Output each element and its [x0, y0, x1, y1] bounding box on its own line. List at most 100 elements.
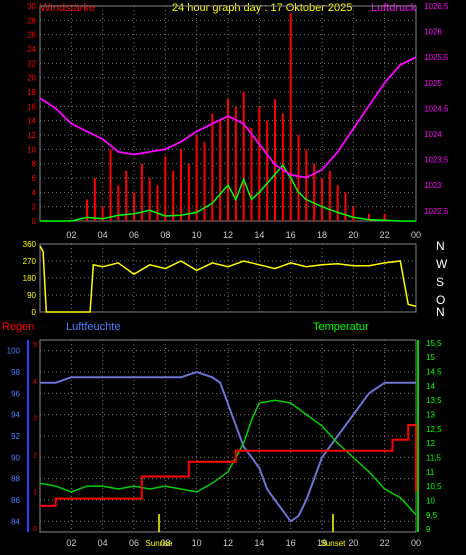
compass-labels: N W S O N	[436, 239, 448, 319]
regen-label: Regen	[2, 321, 34, 333]
y-tick-label: 90	[27, 291, 36, 300]
y-left-tick-label: 98	[11, 368, 20, 377]
y-left-tick-label: 90	[11, 453, 20, 462]
y-left-tick-label: 8	[32, 160, 37, 169]
y-left-tick-label: 28	[27, 16, 36, 25]
y-left-tick-label: 100	[7, 347, 21, 356]
x-tick-label: 08	[160, 230, 170, 240]
y-left-tick-label: 16	[27, 102, 36, 111]
y-right-tick-label: 11	[426, 468, 435, 477]
x-tick-label: 06	[129, 230, 139, 240]
gust-series-line	[40, 163, 416, 222]
x-tick-label: 18	[317, 230, 327, 240]
x-tick-label: 00	[411, 230, 421, 240]
y-right-tick-label: 14	[426, 382, 435, 391]
humidity-temperature-panel: 02 04 06 08 10 12 14 16 18 20 22 001009896949290888…	[7, 339, 442, 548]
x-tick-label: 12	[223, 230, 233, 240]
y-right-tick-label: 12,5	[426, 425, 442, 434]
y-left-tick-label: 24	[27, 45, 36, 54]
y-right-tick-label: 10,5	[426, 482, 442, 491]
y-left-tick-label: 96	[11, 389, 20, 398]
rain-tick-label: 5	[33, 342, 37, 349]
y-right-tick-label: 11,5	[426, 453, 442, 462]
y-left-tick-label: 22	[27, 59, 36, 68]
x-tick-label: 08	[160, 538, 170, 548]
x-tick-label: 10	[192, 538, 202, 548]
wind-direction-panel: 360 270 180 90 0	[23, 240, 417, 317]
y-left-tick-label: 20	[27, 74, 36, 83]
rain-tick-label: 2	[33, 452, 37, 459]
compass-n-top: N	[436, 239, 445, 253]
x-tick-label: 04	[98, 538, 108, 548]
x-tick-label: 22	[380, 230, 390, 240]
y-tick-label: 360	[23, 240, 37, 249]
y-left-tick-label: 6	[32, 174, 37, 183]
y-right-tick-label: 1026	[424, 28, 442, 37]
compass-n-bottom: N	[436, 305, 445, 319]
compass-s: S	[436, 275, 444, 289]
x-tick-label: 20	[348, 230, 358, 240]
windstaerke-label: Windstärke	[40, 2, 95, 14]
y-right-tick-label: 9,5	[426, 511, 438, 520]
y-left-tick-label: 4	[32, 188, 37, 197]
y-right-tick-label: 1026,5	[424, 2, 449, 11]
y-right-tick-label: 13,5	[426, 396, 442, 405]
y-left-tick-label: 18	[27, 88, 36, 97]
y-left-tick-label: 84	[11, 517, 20, 526]
y-right-tick-label: 14,5	[426, 368, 442, 377]
y-left-tick-label: 88	[11, 475, 20, 484]
y-left-tick-label: 2	[32, 203, 37, 212]
chart-title: 24 hour graph day : 17 Oktober 2025	[172, 2, 352, 14]
y-tick-label: 180	[23, 274, 37, 283]
x-tick-label: 00	[411, 538, 421, 548]
y-right-tick-label: 12	[426, 439, 435, 448]
x-tick-label: 16	[286, 230, 296, 240]
rain-tick-label: 4	[33, 379, 37, 386]
header: Windstärke 24 hour graph day : 17 Oktobe…	[40, 2, 417, 14]
y-left-tick-label: 26	[27, 31, 36, 40]
x-tick-label: 06	[129, 538, 139, 548]
x-tick-label: 14	[254, 538, 264, 548]
y-right-tick-label: 1025	[424, 79, 442, 88]
y-left-tick-label: 10	[27, 145, 36, 154]
pressure-series-line	[39, 56, 417, 179]
y-right-tick-label: 1023	[424, 181, 442, 190]
x-tick-label: 18	[317, 538, 327, 548]
y-left-tick-label: 30	[27, 2, 36, 11]
x-tick-label: 02	[66, 538, 76, 548]
y-right-tick-label: 1025,5	[424, 53, 449, 62]
rain-tick-label: 1	[33, 489, 37, 496]
bottom-labels: Regen Luftfeuchte Temperatur	[2, 321, 369, 333]
wind-pressure-panel: 02 04 06 08 10 12 14 16 18 20 22 003028262422201816…	[27, 2, 449, 240]
x-tick-label: 02	[66, 230, 76, 240]
y-tick-label: 0	[32, 308, 37, 317]
x-tick-label: 22	[380, 538, 390, 548]
compass-o: O	[436, 293, 445, 307]
y-left-tick-label: 12	[27, 131, 36, 140]
y-right-tick-label: 10	[426, 496, 435, 505]
y-left-tick-label: 86	[11, 496, 20, 505]
x-tick-label: 14	[254, 230, 264, 240]
y-right-tick-label: 9	[426, 525, 431, 534]
y-left-tick-label: 94	[11, 411, 20, 420]
x-tick-label: 12	[223, 538, 233, 548]
y-right-tick-label: 1023,5	[424, 156, 449, 165]
compass-w: W	[436, 257, 448, 271]
luftdruck-label: Luftdruck	[371, 2, 417, 14]
x-tick-label: 20	[348, 538, 358, 548]
rain-tick-label: 0	[33, 526, 37, 533]
y-right-tick-label: 1024	[424, 130, 442, 139]
x-tick-label: 10	[192, 230, 202, 240]
y-right-tick-label: 1024,5	[424, 104, 449, 113]
luftfeuchte-label: Luftfeuchte	[66, 321, 120, 333]
y-left-tick-label: 92	[11, 432, 20, 441]
sun-marker-label: Sunset	[321, 539, 347, 548]
rain-tick-label: 3	[33, 416, 37, 423]
temperatur-label: Temperatur	[313, 321, 369, 333]
x-tick-label: 04	[98, 230, 108, 240]
y-right-tick-label: 15,5	[426, 339, 442, 348]
rain-series-line	[40, 424, 417, 507]
y-right-tick-label: 13	[426, 411, 435, 420]
y-tick-label: 270	[23, 257, 37, 266]
